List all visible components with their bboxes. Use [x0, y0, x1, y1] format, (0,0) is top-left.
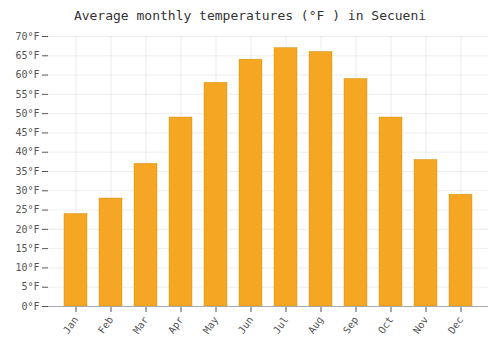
- svg-text:15°F: 15°F: [15, 243, 39, 254]
- svg-text:5°F: 5°F: [21, 281, 39, 292]
- svg-text:Jul: Jul: [271, 314, 290, 335]
- svg-text:Sep: Sep: [341, 314, 360, 335]
- svg-text:50°F: 50°F: [15, 108, 39, 119]
- svg-text:65°F: 65°F: [15, 50, 39, 61]
- svg-text:Dec: Dec: [446, 314, 465, 335]
- svg-text:70°F: 70°F: [15, 31, 39, 42]
- svg-text:20°F: 20°F: [15, 224, 39, 235]
- svg-text:45°F: 45°F: [15, 127, 39, 138]
- svg-text:Nov: Nov: [411, 314, 430, 335]
- svg-text:30°F: 30°F: [15, 185, 39, 196]
- svg-text:25°F: 25°F: [15, 204, 39, 215]
- svg-text:55°F: 55°F: [15, 89, 39, 100]
- svg-text:Mar: Mar: [131, 314, 150, 335]
- svg-text:May: May: [201, 314, 220, 335]
- svg-text:60°F: 60°F: [15, 69, 39, 80]
- svg-text:Aug: Aug: [306, 314, 325, 335]
- html-text:Average monthly temperatures (: Average monthly temperatures (°F ) in Se…: [73, 8, 427, 23]
- svg-text:40°F: 40°F: [15, 146, 39, 157]
- svg-text:Apr: Apr: [166, 314, 185, 335]
- svg-text:Jan: Jan: [61, 314, 80, 335]
- svg-text:35°F: 35°F: [15, 166, 39, 177]
- svg-text:0°F: 0°F: [21, 301, 39, 312]
- svg-text:Jun: Jun: [236, 314, 255, 335]
- svg-text:10°F: 10°F: [15, 262, 39, 273]
- svg-text:Oct: Oct: [376, 314, 395, 335]
- svg-text:Feb: Feb: [96, 314, 115, 335]
